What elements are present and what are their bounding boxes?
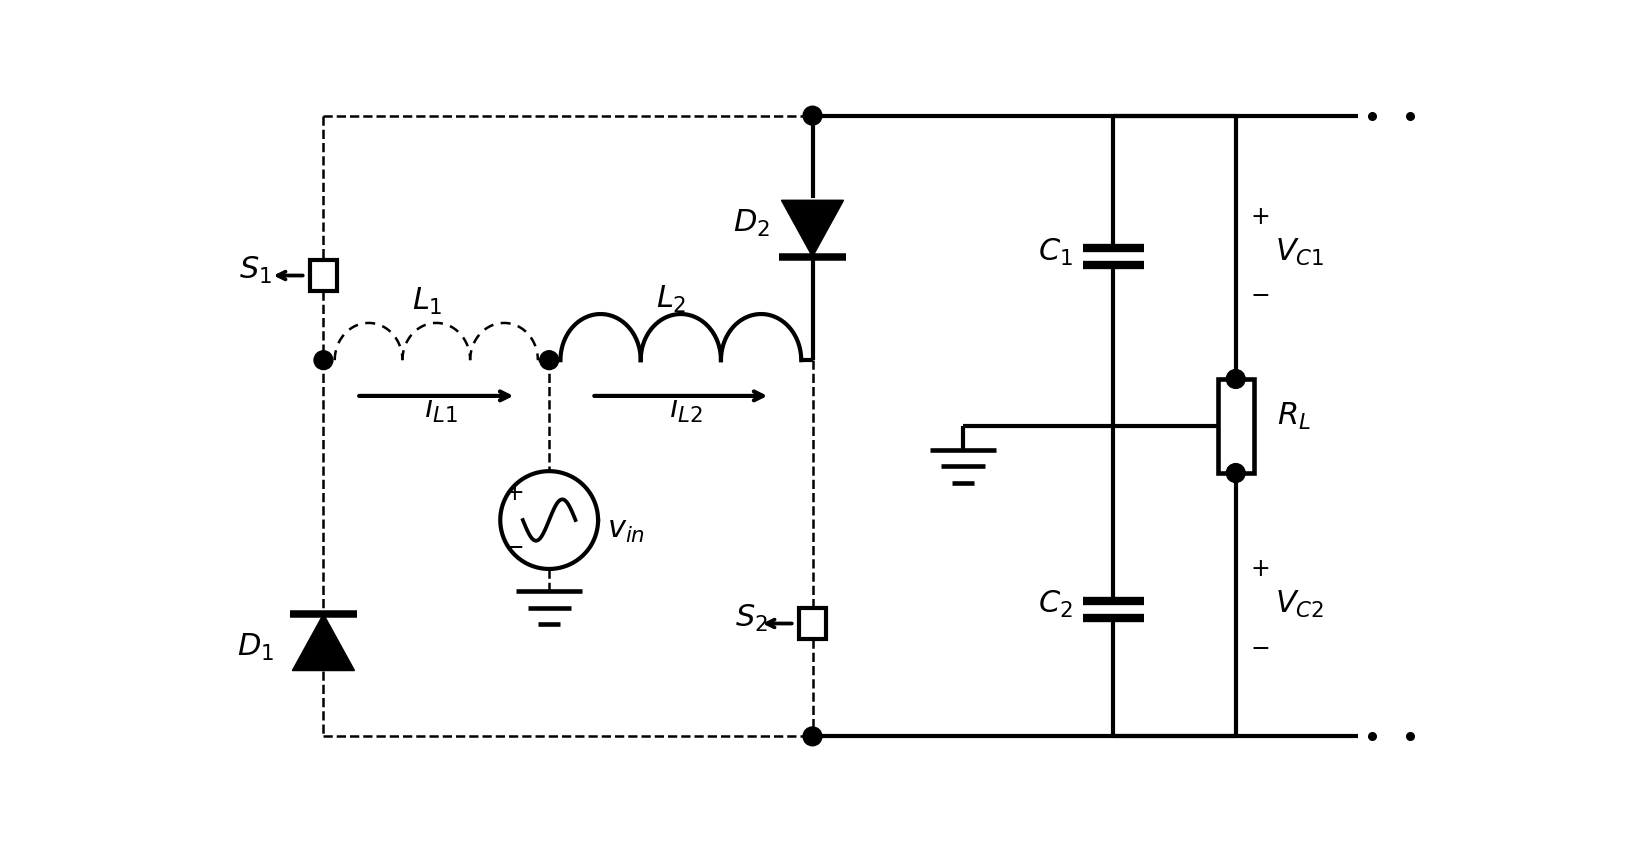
Text: $S_1$: $S_1$ [239,256,273,286]
Text: $+$: $+$ [1250,558,1269,581]
Text: $S_2$: $S_2$ [734,603,767,635]
Text: $D_1$: $D_1$ [237,631,275,663]
Polygon shape [782,200,843,256]
Text: $V_{C1}$: $V_{C1}$ [1276,237,1324,268]
Text: $L_1$: $L_1$ [411,286,442,318]
Bar [800,608,826,638]
Bar [310,261,336,291]
Circle shape [803,106,822,125]
Text: $i_{L1}$: $i_{L1}$ [424,393,458,425]
Circle shape [1227,370,1245,389]
Bar [1217,379,1253,473]
Text: $D_2$: $D_2$ [733,208,770,239]
Text: $+$: $+$ [1250,205,1269,228]
Text: $C_2$: $C_2$ [1038,589,1072,620]
Circle shape [803,727,822,746]
Text: $C_1$: $C_1$ [1038,237,1072,268]
Text: $+$: $+$ [504,482,523,505]
Text: $v_{in}$: $v_{in}$ [608,514,645,545]
Text: $R_L$: $R_L$ [1277,401,1311,432]
Text: $L_2$: $L_2$ [656,284,687,314]
Text: $V_{C2}$: $V_{C2}$ [1276,589,1324,620]
Text: $-$: $-$ [1250,283,1269,306]
Polygon shape [292,614,354,671]
Circle shape [540,351,559,370]
Circle shape [314,351,333,370]
Text: $i_{L2}$: $i_{L2}$ [668,393,702,425]
Text: $-$: $-$ [1250,636,1269,659]
Text: $-$: $-$ [504,535,523,558]
Circle shape [1227,463,1245,482]
